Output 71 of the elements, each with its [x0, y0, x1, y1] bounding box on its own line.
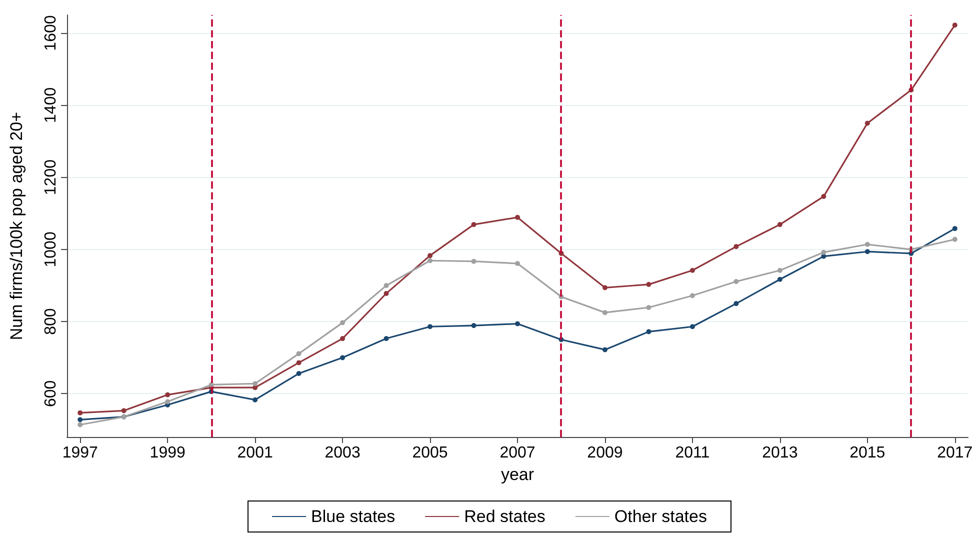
- point: [296, 351, 302, 356]
- point: [952, 226, 958, 232]
- point: [952, 22, 958, 28]
- y-tick-label: 1200: [42, 159, 60, 196]
- point: [646, 329, 652, 334]
- point: [384, 290, 389, 296]
- point: [428, 324, 433, 330]
- x-tick-label: 2007: [500, 444, 536, 462]
- point: [690, 293, 695, 298]
- point: [78, 422, 83, 428]
- x-axis-title: year: [500, 464, 534, 484]
- point: [864, 242, 870, 247]
- point: [952, 236, 958, 242]
- legend-label: Red states: [464, 507, 546, 526]
- point: [340, 336, 346, 342]
- y-tick-label: 1400: [42, 87, 60, 123]
- point: [340, 320, 346, 326]
- point: [78, 410, 83, 416]
- point: [296, 371, 302, 376]
- x-tick-label: 2013: [762, 444, 798, 462]
- x-tick-label: 2003: [324, 444, 360, 462]
- point: [602, 285, 608, 290]
- point: [777, 222, 782, 228]
- point: [121, 408, 126, 414]
- point: [515, 321, 520, 326]
- point: [165, 399, 170, 404]
- x-tick-label: 2017: [937, 444, 973, 462]
- point: [690, 324, 695, 330]
- point: [384, 283, 389, 288]
- point: [515, 261, 520, 266]
- point: [78, 417, 83, 422]
- point: [471, 222, 476, 228]
- point: [428, 258, 433, 264]
- point: [515, 214, 520, 220]
- point: [821, 194, 826, 199]
- point: [428, 253, 433, 258]
- point: [471, 323, 476, 328]
- y-tick-label: 1600: [42, 15, 60, 51]
- point: [602, 310, 608, 316]
- point: [252, 381, 258, 386]
- point: [646, 282, 652, 287]
- point: [471, 258, 476, 264]
- point: [646, 305, 652, 310]
- point: [864, 120, 870, 126]
- point: [777, 276, 782, 282]
- point: [734, 279, 739, 284]
- y-tick-label: 600: [42, 380, 60, 408]
- point: [602, 347, 608, 352]
- point: [734, 244, 739, 250]
- x-tick-label: 2015: [850, 444, 886, 462]
- legend-label: Other states: [614, 507, 707, 526]
- legend-label: Blue states: [311, 507, 396, 526]
- point: [252, 397, 258, 402]
- y-axis-title: Num firms/100k pop aged 20+: [7, 112, 26, 340]
- x-tick-label: 2005: [412, 444, 448, 462]
- x-tick-label: 2011: [675, 444, 710, 462]
- x-tick-label: 2001: [237, 444, 273, 462]
- x-tick-label: 2009: [587, 444, 623, 462]
- point: [296, 360, 302, 366]
- point: [777, 268, 782, 273]
- y-tick-label: 1000: [42, 232, 60, 268]
- point: [384, 336, 389, 342]
- point: [340, 355, 346, 360]
- x-tick-label: 1997: [62, 444, 98, 462]
- x-tick-label: 1999: [150, 444, 186, 462]
- y-tick-label: 800: [42, 308, 60, 335]
- point: [165, 392, 170, 398]
- point: [821, 250, 826, 255]
- point: [864, 249, 870, 254]
- point: [734, 301, 739, 306]
- point: [690, 268, 695, 273]
